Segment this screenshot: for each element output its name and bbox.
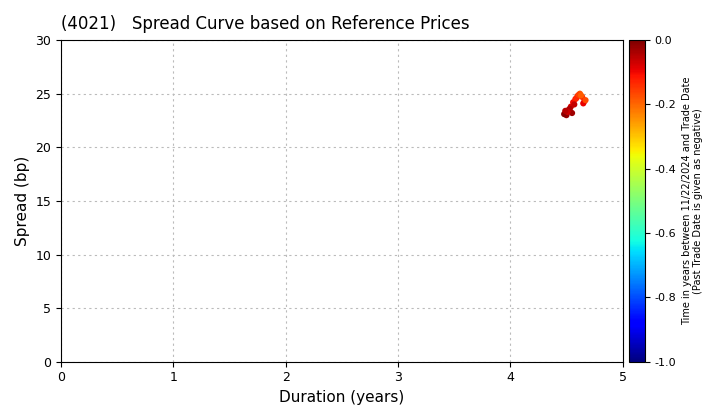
Point [562, 109, 573, 116]
Point [565, 103, 577, 110]
Point [561, 112, 572, 118]
Point [559, 111, 570, 118]
Point [579, 98, 590, 105]
Point [563, 106, 575, 113]
Point [573, 92, 585, 98]
Point [580, 97, 591, 103]
Y-axis label: Spread (bp): Spread (bp) [15, 156, 30, 246]
Point [571, 94, 582, 101]
X-axis label: Duration (years): Duration (years) [279, 390, 405, 405]
Point [567, 99, 579, 106]
Point [577, 94, 588, 100]
Y-axis label: Time in years between 11/22/2024 and Trade Date
(Past Trade Date is given as neg: Time in years between 11/22/2024 and Tra… [682, 77, 703, 325]
Point [570, 96, 581, 102]
Point [577, 100, 589, 107]
Text: (4021)   Spread Curve based on Reference Prices: (4021) Spread Curve based on Reference P… [61, 15, 469, 33]
Point [574, 90, 585, 97]
Point [569, 101, 580, 108]
Point [566, 110, 577, 116]
Point [559, 108, 571, 114]
Point [572, 92, 583, 99]
Point [564, 105, 575, 112]
Point [575, 92, 587, 99]
